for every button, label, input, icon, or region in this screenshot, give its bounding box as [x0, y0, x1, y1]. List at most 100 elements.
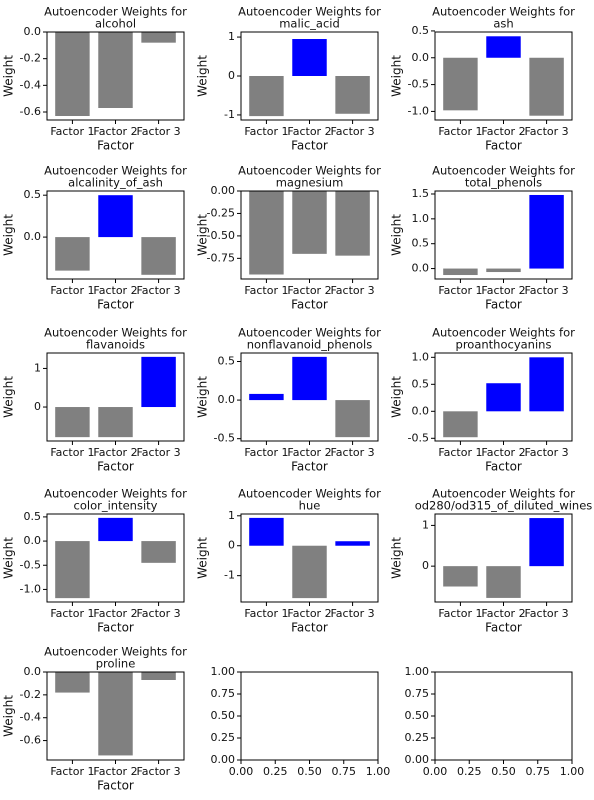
y-axis-label: Weight [390, 537, 404, 579]
chart-title: proanthocyanins [456, 338, 552, 352]
y-tick-label: 0 [228, 69, 235, 82]
y-tick-label: 1.00 [405, 665, 430, 678]
x-tick-label: Factor 1 [50, 446, 94, 459]
y-axis-label: Weight [390, 376, 404, 418]
y-tick-label: 0.50 [405, 709, 430, 722]
x-axis-label: Factor [485, 460, 522, 474]
axes-frame [240, 352, 379, 442]
x-axis-label: Factor [97, 779, 134, 793]
y-axis-label: Weight [196, 55, 210, 97]
x-tick-label: Factor 1 [244, 446, 288, 459]
y-tick-label: 0.00 [211, 753, 236, 766]
bar [443, 411, 478, 438]
x-tick-label: 0.25 [263, 765, 288, 778]
x-tick-label: Factor 1 [50, 607, 94, 620]
bar [443, 57, 478, 111]
bar [529, 357, 564, 412]
chart-title: malic_acid [279, 17, 340, 31]
y-axis-label: Weight [390, 214, 404, 256]
x-tick-label: 0.00 [423, 765, 448, 778]
y-axis-label: Weight [2, 537, 16, 579]
y-axis-label: Weight [390, 55, 404, 97]
y-tick-label: 0.0 [412, 262, 430, 275]
chart-title: Autoencoder Weights for [238, 164, 381, 178]
axes-frame [240, 671, 379, 761]
chart-title: alcohol [95, 17, 136, 31]
y-tick-label: 0 [34, 400, 41, 413]
axes-frame [240, 31, 379, 121]
chart-title: Autoencoder Weights for [432, 487, 575, 501]
x-tick-label: Factor 2 [287, 446, 331, 459]
x-tick-label: 1.00 [560, 765, 585, 778]
chart-title: Autoencoder Weights for [44, 5, 187, 19]
x-tick-label: 1.00 [366, 765, 391, 778]
x-tick-label: 0.00 [229, 765, 254, 778]
bar [141, 237, 176, 275]
y-tick-label: -0.4 [20, 711, 41, 724]
chart-title: Autoencoder Weights for [238, 487, 381, 501]
x-tick-label: Factor 3 [330, 284, 374, 297]
x-tick-label: Factor 1 [438, 125, 482, 138]
chart-title: proline [96, 657, 136, 671]
x-axis-label: Factor [291, 460, 328, 474]
y-tick-label: 0.0 [412, 404, 430, 417]
x-tick-label: Factor 2 [93, 284, 137, 297]
y-tick-label: 0.25 [405, 731, 430, 744]
x-tick-label: Factor 1 [244, 284, 288, 297]
x-tick-label: Factor 2 [481, 607, 525, 620]
x-tick-label: Factor 2 [287, 607, 331, 620]
x-tick-label: Factor 3 [524, 446, 568, 459]
chart-title: flavanoids [86, 338, 145, 352]
y-tick-label: 0.0 [24, 230, 42, 243]
chart-title: Autoencoder Weights for [238, 5, 381, 19]
bar [486, 268, 521, 273]
bar [335, 541, 370, 546]
bar [443, 566, 478, 587]
y-tick-label: -0.5 [408, 78, 429, 91]
y-tick-label: 0.0 [24, 534, 42, 547]
y-tick-label: 0.00 [405, 753, 430, 766]
x-axis-label: Factor [291, 621, 328, 635]
y-axis-label: Weight [2, 214, 16, 256]
x-tick-label: Factor 3 [330, 607, 374, 620]
x-tick-label: Factor 3 [330, 125, 374, 138]
bar [98, 32, 133, 108]
bar [141, 32, 176, 43]
chart-title: alcalinity_of_ash [68, 176, 163, 190]
y-tick-label: -0.25 [207, 206, 235, 219]
y-tick-label: -0.75 [207, 251, 235, 264]
y-tick-label: -1 [224, 569, 235, 582]
y-axis-label: Weight [2, 376, 16, 418]
y-tick-label: 0.0 [24, 25, 42, 38]
axes-frame [434, 671, 573, 761]
bar [529, 518, 564, 567]
chart-title: Autoencoder Weights for [44, 487, 187, 501]
bar [292, 191, 327, 254]
x-tick-label: Factor 3 [524, 607, 568, 620]
bar [141, 672, 176, 680]
chart-title: od280/od315_of_diluted_wines [415, 499, 593, 513]
y-axis-label: Weight [2, 695, 16, 737]
bar [249, 393, 284, 401]
y-tick-label: 0.00 [211, 184, 236, 197]
y-axis-label: Weight [196, 537, 210, 579]
bar [292, 39, 327, 76]
x-tick-label: Factor 1 [438, 446, 482, 459]
chart-title: Autoencoder Weights for [432, 326, 575, 340]
bar [335, 400, 370, 438]
bar [249, 191, 284, 275]
chart-title: color_intensity [74, 499, 158, 513]
x-tick-label: Factor 1 [438, 284, 482, 297]
x-tick-label: 0.75 [526, 765, 551, 778]
y-tick-label: -0.5 [214, 432, 235, 445]
y-tick-label: 0.5 [412, 377, 430, 390]
chart-title: Autoencoder Weights for [432, 164, 575, 178]
y-tick-label: 1.0 [412, 350, 430, 363]
y-tick-label: -0.50 [207, 229, 235, 242]
x-tick-label: 0.50 [491, 765, 516, 778]
x-tick-label: Factor 3 [136, 765, 180, 778]
axes-frame [434, 190, 573, 280]
axes-frame [434, 513, 573, 603]
y-tick-label: -0.2 [20, 688, 41, 701]
y-tick-label: 0 [422, 559, 429, 572]
